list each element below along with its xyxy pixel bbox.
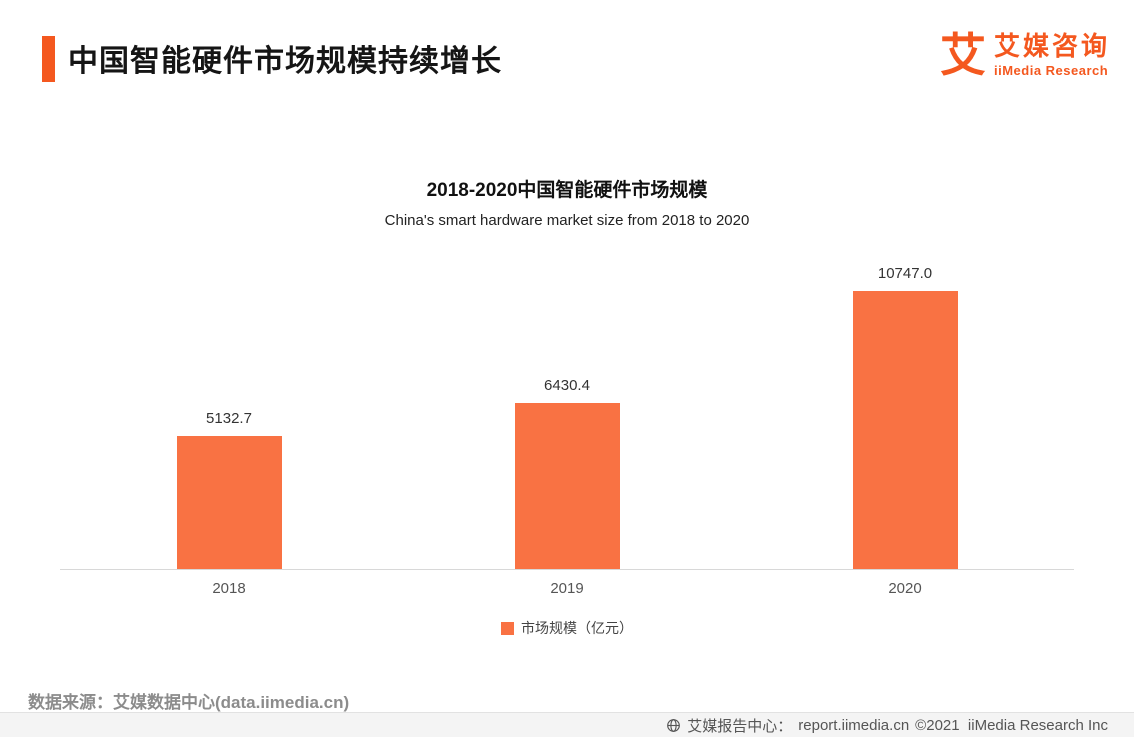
chart-xaxis: 2018 2019 2020 xyxy=(60,580,1074,597)
brand-subname: iiMedia Research xyxy=(993,62,1109,78)
title-accent-bar xyxy=(42,36,55,82)
chart-title: 2018-2020中国智能硬件市场规模 xyxy=(426,180,708,201)
x-axis-label: 2018 xyxy=(212,580,246,597)
x-axis-label: 2019 xyxy=(550,580,584,597)
bar-column: 5132.7 xyxy=(60,258,398,569)
report-center-url: report.iimedia.cn xyxy=(798,716,910,734)
data-source-note: 数据来源：艾媒数据中心(data.iimedia.cn) xyxy=(28,693,350,712)
chart-legend: 市场规模（亿元） xyxy=(0,618,1134,638)
bar-value-label: 10747.0 xyxy=(877,265,933,282)
page-title: 中国智能硬件市场规模持续增长 xyxy=(68,45,502,78)
bar-value-label: 5132.7 xyxy=(206,410,252,427)
bar-column: 10747.0 xyxy=(736,258,1074,569)
report-center-label: 艾媒报告中心： xyxy=(687,717,793,735)
brand-name: 艾媒咨询 xyxy=(993,31,1110,62)
x-axis-label: 2020 xyxy=(888,580,922,597)
iimedia-logo-icon: 艾 xyxy=(939,28,986,82)
footer-bar: 艾媒报告中心： report.iimedia.cn ©2021 iiMedia … xyxy=(0,712,1134,737)
legend-label: 市场规模（亿元） xyxy=(521,620,633,636)
bar xyxy=(176,436,282,569)
legend-swatch xyxy=(501,621,514,635)
bar-value-label: 6430.4 xyxy=(544,377,590,394)
bar xyxy=(514,403,620,569)
bar-column: 6430.4 xyxy=(398,258,736,569)
chart-subtitle: China's smart hardware market size from … xyxy=(384,212,750,229)
copyright-text: ©2021 iiMedia Research Inc xyxy=(915,716,1108,734)
brand-text: 艾媒咨询 iiMedia Research xyxy=(994,32,1110,78)
chart-plot: 5132.7 6430.4 10747.0 xyxy=(60,258,1074,570)
brand-logo: 艾 艾媒咨询 iiMedia Research xyxy=(940,32,1110,78)
bar xyxy=(852,291,958,569)
globe-icon xyxy=(666,718,681,733)
